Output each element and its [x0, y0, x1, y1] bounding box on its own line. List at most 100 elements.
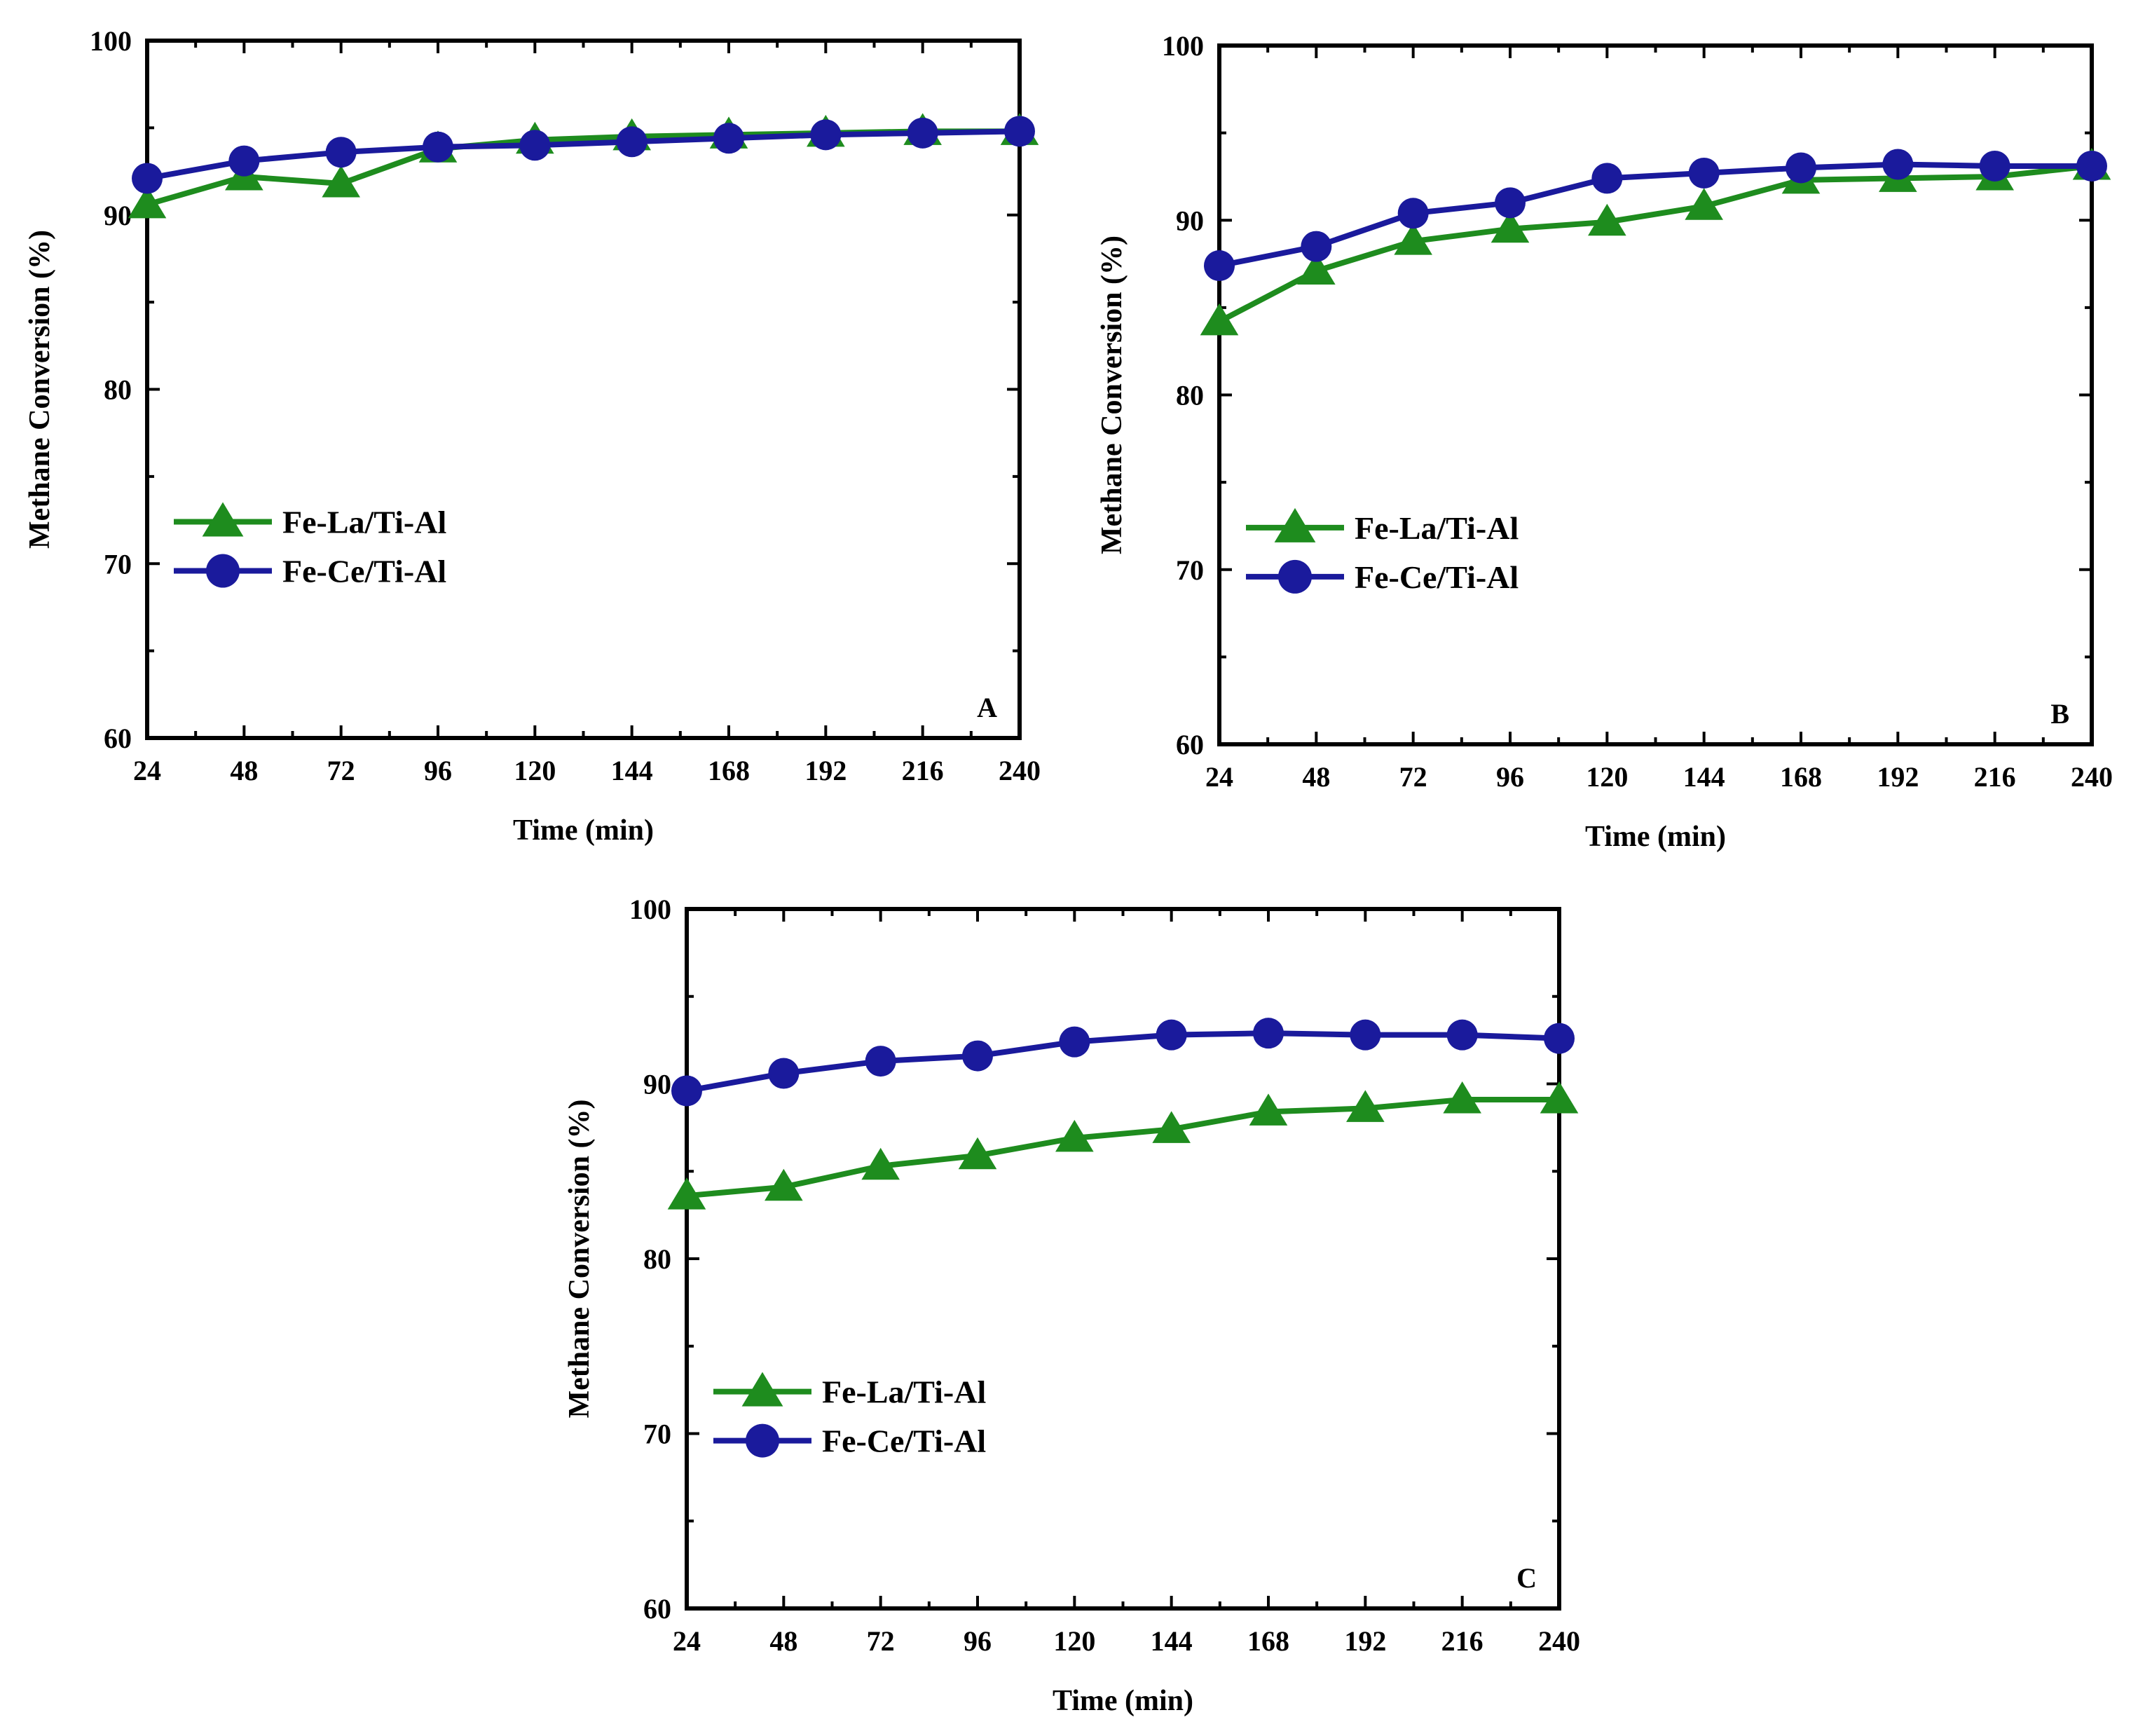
y-tick-label: 100: [629, 894, 671, 925]
x-tick-label: 192: [1344, 1625, 1386, 1657]
data-point-circle: [810, 119, 842, 151]
data-point-circle: [713, 123, 744, 154]
y-tick-label: 90: [643, 1069, 671, 1100]
plot-frame: [685, 907, 1561, 1611]
panel-label: A: [977, 692, 997, 723]
data-point-triangle: [128, 186, 167, 219]
data-point-circle: [228, 145, 260, 177]
x-axis-title: Time (min): [1053, 1685, 1193, 1717]
data-point-circle: [671, 1075, 702, 1107]
x-axis-title: Time (min): [1585, 821, 1726, 853]
series-fe-la: [667, 1081, 1579, 1210]
legend-label-fe-ce: Fe-Ce/Ti-Al: [282, 554, 446, 589]
x-tick-label: 24: [133, 755, 161, 786]
data-point-triangle: [1297, 252, 1336, 285]
data-point-circle: [1156, 1019, 1187, 1051]
y-tick-label: 80: [643, 1243, 671, 1275]
x-tick-label: 96: [964, 1625, 992, 1657]
plot-frame: [1217, 43, 2094, 746]
y-tick-label: 90: [1176, 205, 1204, 236]
series-fe-ce: [132, 116, 1035, 194]
series-line: [686, 1030, 1560, 1094]
data-point-circle: [768, 1058, 800, 1089]
data-point-circle: [1979, 150, 2010, 182]
data-point-triangle: [1588, 203, 1626, 236]
series-line: [1218, 163, 2092, 324]
data-point-circle: [1004, 116, 1035, 147]
data-point-circle: [1397, 198, 1429, 229]
x-tick-label: 120: [1586, 761, 1628, 793]
legend: Fe-La/Ti-Al Fe-Ce/Ti-Al: [1246, 507, 1519, 595]
x-tick-label: 96: [1496, 761, 1524, 793]
legend: Fe-La/Ti-Al Fe-Ce/Ti-Al: [174, 502, 446, 589]
data-point-circle: [1446, 1019, 1478, 1051]
x-tick-label: 120: [514, 755, 556, 786]
x-tick-label: 240: [999, 755, 1041, 786]
legend-marker-circle: [746, 1423, 779, 1458]
x-tick-label: 96: [424, 755, 452, 786]
data-point-circle: [962, 1040, 993, 1072]
data-point-triangle: [765, 1168, 803, 1201]
x-tick-label: 144: [611, 755, 653, 786]
x-tick-label: 216: [1441, 1625, 1484, 1657]
series-line: [686, 1096, 1559, 1199]
legend: Fe-La/Ti-Al Fe-Ce/Ti-Al: [713, 1372, 986, 1459]
legend-marker-circle: [206, 554, 240, 588]
data-point-triangle: [1200, 303, 1239, 336]
x-tick-label: 144: [1683, 761, 1725, 793]
x-tick-label: 144: [1151, 1625, 1193, 1657]
x-tick-label: 72: [1399, 761, 1427, 793]
data-point-triangle: [1540, 1081, 1579, 1114]
data-point-circle: [1059, 1026, 1090, 1058]
x-tick-label: 72: [867, 1625, 895, 1657]
x-tick-label: 192: [1877, 761, 1919, 793]
data-point-circle: [1591, 163, 1623, 194]
legend-label-fe-ce: Fe-Ce/Ti-Al: [1355, 559, 1519, 595]
legend-label-fe-la: Fe-La/Ti-Al: [282, 505, 446, 540]
data-point-circle: [132, 163, 163, 194]
y-tick-label: 60: [104, 723, 132, 754]
y-tick-label: 60: [643, 1593, 671, 1625]
y-tick-label: 100: [90, 25, 132, 57]
x-tick-label: 216: [1974, 761, 2016, 793]
legend-label-fe-la: Fe-La/Ti-Al: [1355, 510, 1519, 546]
chart-panel-c: 24 48 72 96 120 144 168 192 216 240 60 70 80 90 100 Tim…: [563, 894, 1580, 1717]
legend-marker-circle: [1278, 559, 1312, 594]
data-point-circle: [423, 131, 453, 163]
y-tick-label: 90: [104, 200, 132, 231]
x-tick-label: 240: [1538, 1625, 1580, 1657]
x-tick-label: 48: [1302, 761, 1330, 793]
data-point-circle: [1882, 149, 1914, 180]
chart-panel-b: 24 48 72 96 120 144 168 192 216 240 60 70 80 90 100 Tim…: [1096, 30, 2113, 853]
y-tick-label: 70: [104, 548, 132, 580]
series-line: [1219, 161, 2092, 268]
data-point-triangle: [667, 1177, 706, 1210]
x-tick-label: 240: [2071, 761, 2113, 793]
y-axis-title: Methane Conversion (%): [563, 1100, 596, 1419]
y-tick-label: 70: [1176, 554, 1204, 586]
legend-marker-triangle: [202, 502, 244, 537]
data-point-circle: [1544, 1023, 1575, 1054]
data-point-triangle: [1491, 210, 1530, 243]
x-tick-label: 168: [708, 755, 750, 786]
series-fe-la: [128, 113, 1039, 219]
x-tick-label: 48: [230, 755, 258, 786]
legend-marker-triangle: [1274, 507, 1316, 542]
data-point-triangle: [1055, 1119, 1094, 1152]
x-tick-label: 48: [769, 1625, 797, 1657]
x-tick-label: 72: [327, 755, 355, 786]
y-tick-label: 60: [1176, 729, 1204, 760]
data-point-circle: [1688, 157, 1720, 189]
panel-label: B: [2050, 698, 2069, 730]
data-point-circle: [1204, 250, 1235, 282]
y-tick-label: 100: [1162, 30, 1204, 62]
data-point-triangle: [958, 1137, 997, 1170]
x-tick-label: 168: [1780, 761, 1822, 793]
series-line: [146, 128, 1020, 182]
legend-label-fe-la: Fe-La/Ti-Al: [822, 1374, 986, 1410]
y-tick-label: 80: [1176, 380, 1204, 411]
data-point-triangle: [861, 1147, 900, 1180]
chart-panel-a: 24 48 72 96 120 144 168 192 216 240 60 70 80 90 100 Tim…: [24, 25, 1041, 847]
x-tick-label: 168: [1247, 1625, 1289, 1657]
